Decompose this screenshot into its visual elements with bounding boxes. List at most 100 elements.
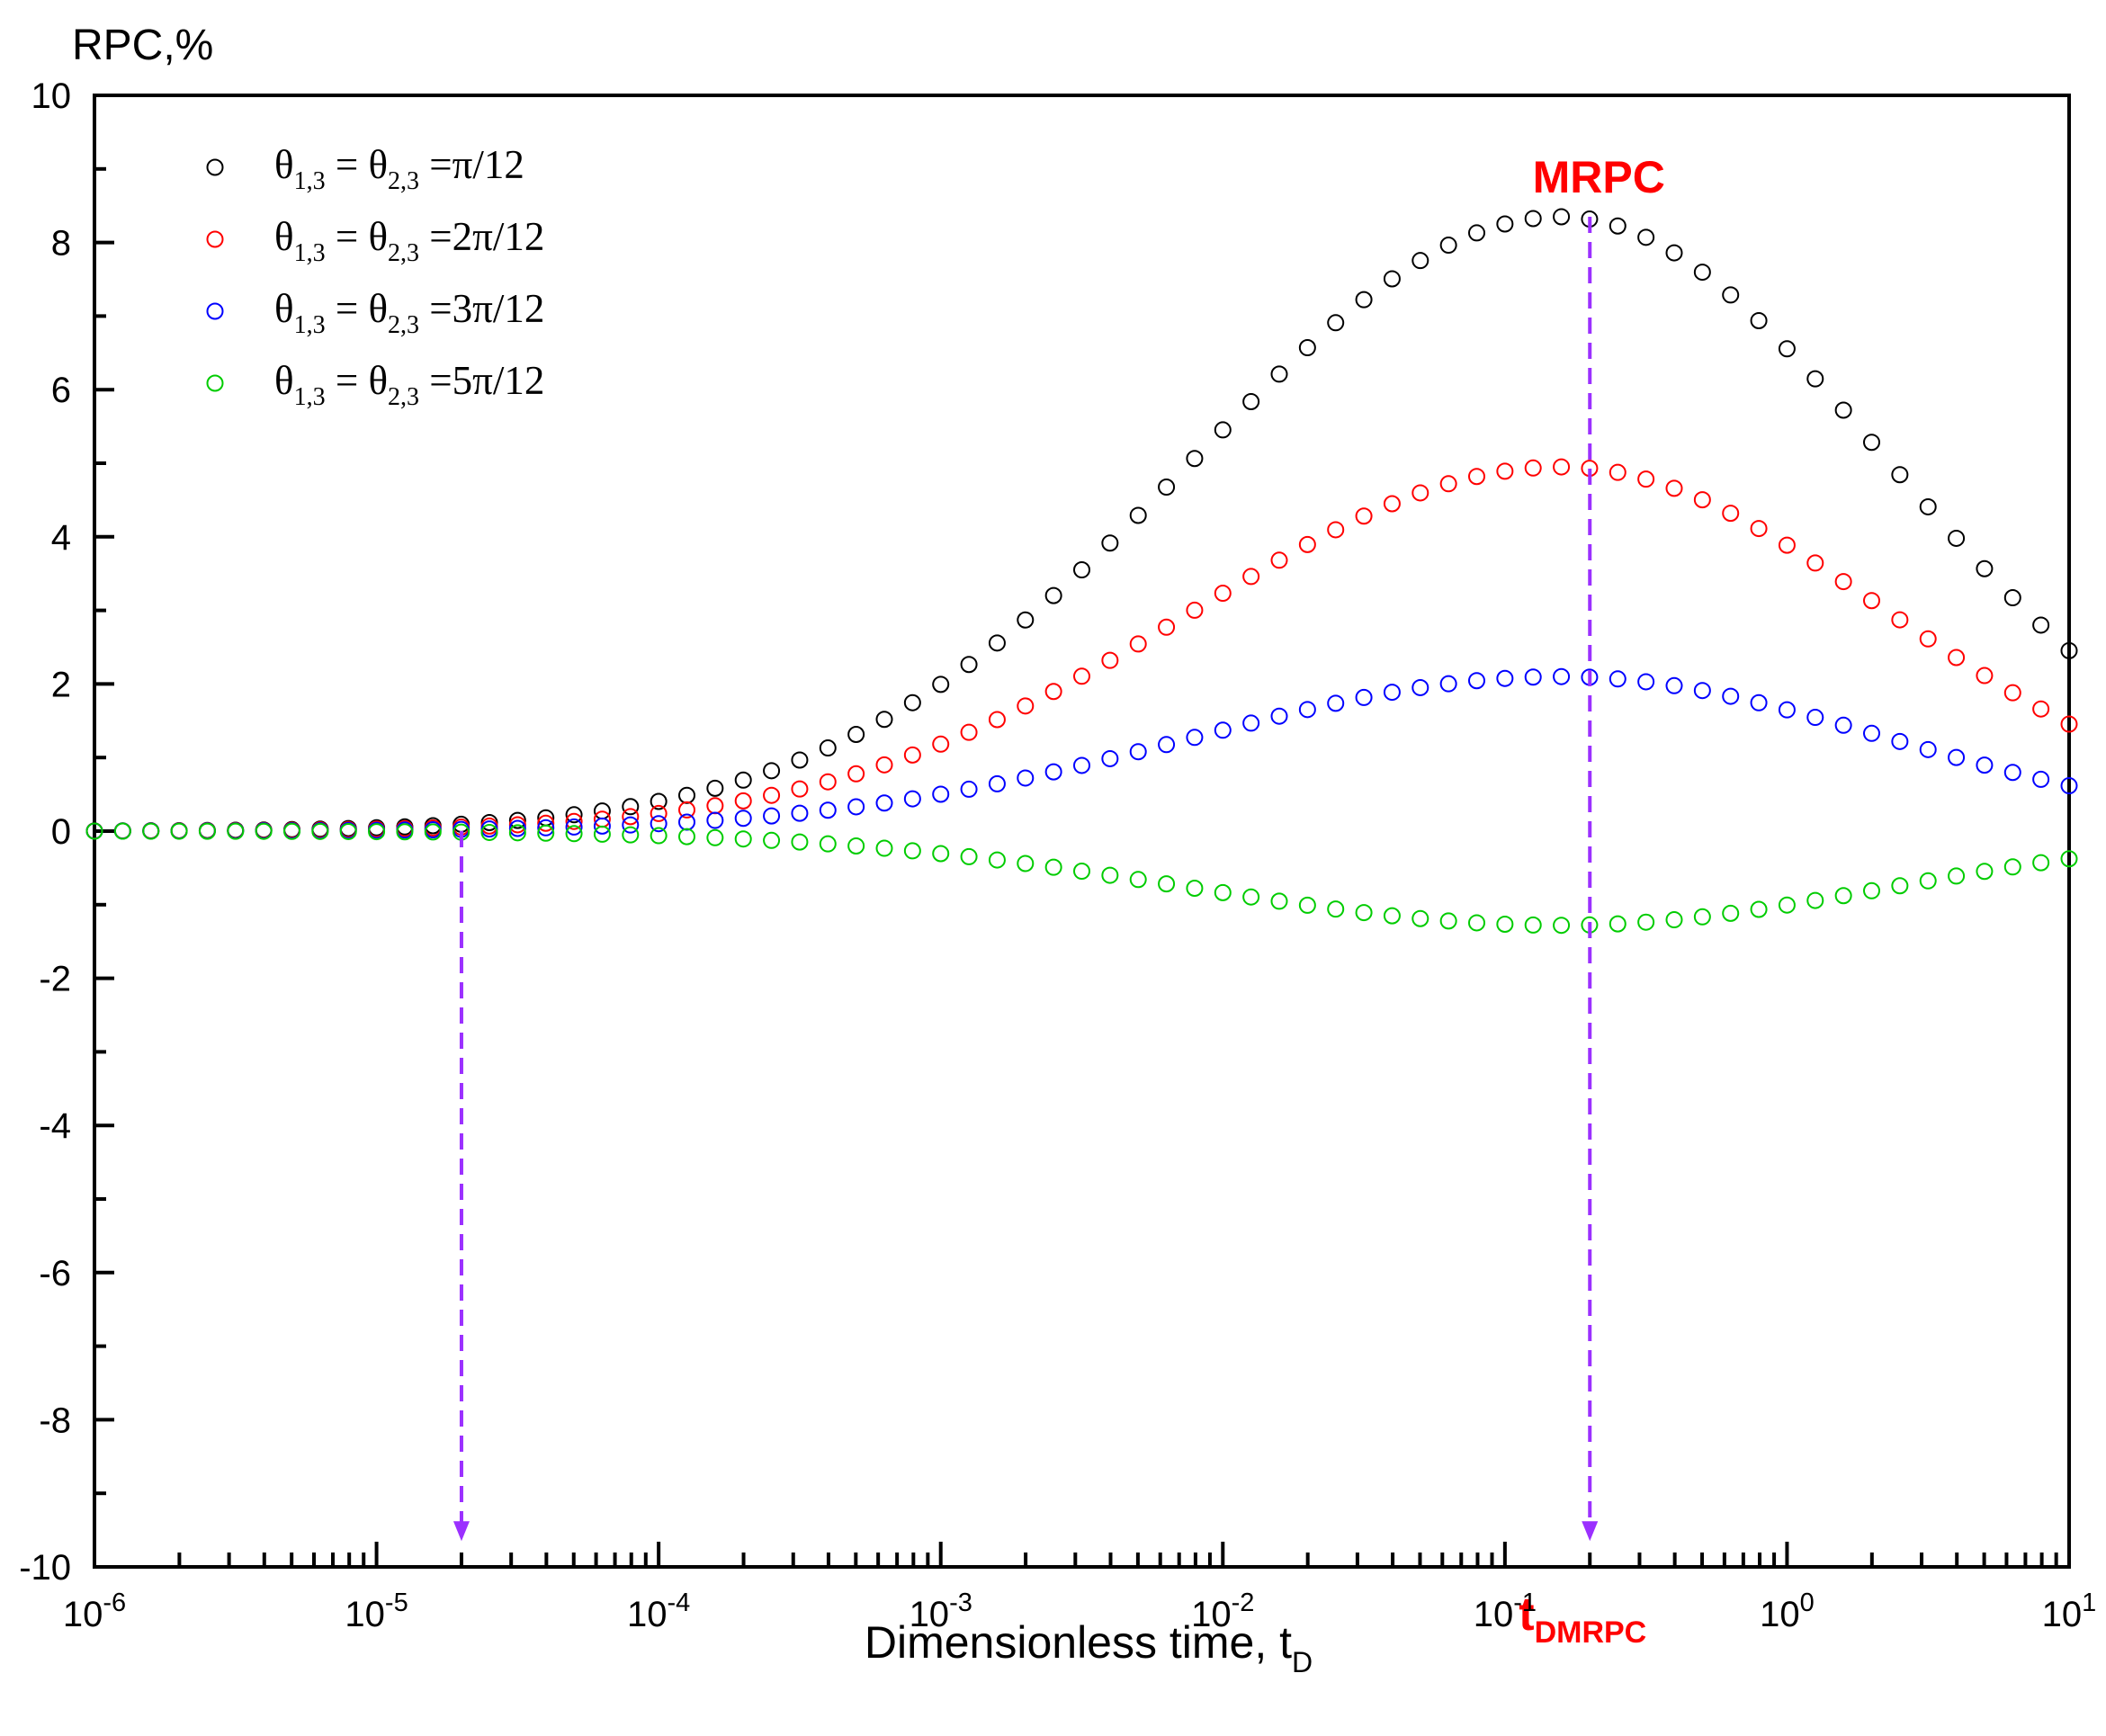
data-point bbox=[1327, 521, 1345, 539]
data-point bbox=[819, 773, 837, 791]
data-point bbox=[1186, 729, 1204, 747]
data-point bbox=[1017, 855, 1035, 872]
data-point bbox=[1778, 340, 1796, 358]
data-point bbox=[1214, 883, 1232, 901]
data-point bbox=[2032, 616, 2050, 634]
data-point bbox=[1722, 904, 1740, 922]
data-point bbox=[932, 676, 950, 694]
data-point bbox=[1468, 672, 1485, 690]
data-point bbox=[819, 835, 837, 853]
data-point bbox=[565, 812, 583, 830]
data-point bbox=[424, 823, 442, 841]
data-point bbox=[932, 785, 950, 803]
data-point bbox=[1948, 748, 1966, 766]
y-tick-label: -10 bbox=[19, 1548, 71, 1588]
data-point bbox=[2003, 764, 2021, 782]
data-point bbox=[903, 694, 921, 711]
data-point bbox=[847, 765, 865, 783]
data-point bbox=[1242, 393, 1260, 411]
data-point bbox=[1355, 507, 1373, 525]
data-point bbox=[903, 842, 921, 860]
data-point bbox=[622, 798, 640, 816]
data-point bbox=[1439, 912, 1457, 930]
data-point bbox=[1524, 916, 1542, 934]
data-point bbox=[2060, 641, 2078, 659]
data-point bbox=[734, 771, 752, 789]
data-point bbox=[2003, 858, 2021, 876]
legend-marker bbox=[206, 302, 224, 320]
data-point bbox=[678, 786, 695, 804]
mrpc-label: MRPC bbox=[1533, 152, 1665, 202]
data-point bbox=[1101, 749, 1119, 767]
data-point bbox=[339, 822, 357, 840]
data-point bbox=[1863, 724, 1880, 742]
data-point bbox=[875, 756, 893, 774]
arrow-onset-head bbox=[453, 1521, 470, 1542]
data-point bbox=[960, 656, 978, 674]
data-point bbox=[537, 814, 555, 832]
legend-marker bbox=[206, 374, 224, 392]
data-point bbox=[1214, 721, 1232, 739]
data-point bbox=[763, 831, 781, 849]
data-point bbox=[170, 822, 188, 840]
data-point bbox=[1806, 554, 1824, 572]
data-point bbox=[791, 751, 809, 769]
data-point bbox=[1214, 585, 1232, 603]
data-point bbox=[1327, 694, 1345, 712]
data-point bbox=[565, 825, 583, 843]
data-point bbox=[622, 808, 640, 826]
data-point bbox=[1355, 904, 1373, 922]
data-point bbox=[1750, 520, 1768, 538]
data-point bbox=[988, 634, 1006, 652]
data-point bbox=[1129, 506, 1147, 524]
data-point bbox=[368, 823, 386, 841]
data-point bbox=[1665, 676, 1683, 694]
points-group bbox=[85, 208, 2078, 935]
data-point bbox=[1101, 651, 1119, 669]
data-point bbox=[1411, 909, 1429, 927]
y-tick-label: 8 bbox=[51, 224, 71, 264]
data-point bbox=[565, 818, 583, 836]
data-point bbox=[1834, 716, 1852, 734]
x-tick-label: 101 bbox=[2042, 1588, 2097, 1634]
data-point bbox=[1073, 667, 1090, 685]
data-point bbox=[847, 837, 865, 855]
data-point bbox=[85, 822, 103, 840]
data-point bbox=[1327, 314, 1345, 332]
data-point bbox=[1834, 573, 1852, 591]
data-point bbox=[2032, 770, 2050, 788]
data-point bbox=[1806, 709, 1824, 727]
data-point bbox=[1637, 673, 1655, 691]
arrow-mrpc-head bbox=[1582, 1521, 1599, 1542]
data-point bbox=[1383, 684, 1401, 702]
data-point bbox=[1044, 858, 1062, 876]
data-point bbox=[903, 790, 921, 808]
data-point bbox=[1129, 871, 1147, 889]
data-point bbox=[1891, 877, 1909, 895]
data-point bbox=[1017, 611, 1035, 629]
data-point bbox=[932, 845, 950, 863]
data-point bbox=[1496, 915, 1514, 933]
data-point bbox=[1383, 495, 1401, 513]
axes-group bbox=[93, 94, 2071, 1569]
data-point bbox=[1665, 244, 1683, 262]
y-tick-label: -2 bbox=[39, 960, 71, 999]
data-point bbox=[1778, 536, 1796, 554]
data-point bbox=[593, 817, 611, 835]
data-point bbox=[875, 794, 893, 812]
data-point bbox=[1976, 559, 1994, 577]
legend-label: θ1,3 = θ2,3 =3π/12 bbox=[274, 286, 544, 339]
x-tick-label: 10-1 bbox=[1474, 1588, 1537, 1634]
data-point bbox=[1298, 701, 1316, 719]
data-point bbox=[1976, 756, 1994, 774]
data-point bbox=[706, 811, 724, 829]
data-point bbox=[1383, 270, 1401, 288]
data-point bbox=[1270, 892, 1288, 910]
data-point bbox=[1553, 208, 1571, 226]
legend-label: θ1,3 = θ2,3 =5π/12 bbox=[274, 358, 544, 411]
data-point bbox=[396, 823, 414, 841]
data-point bbox=[1439, 237, 1457, 255]
